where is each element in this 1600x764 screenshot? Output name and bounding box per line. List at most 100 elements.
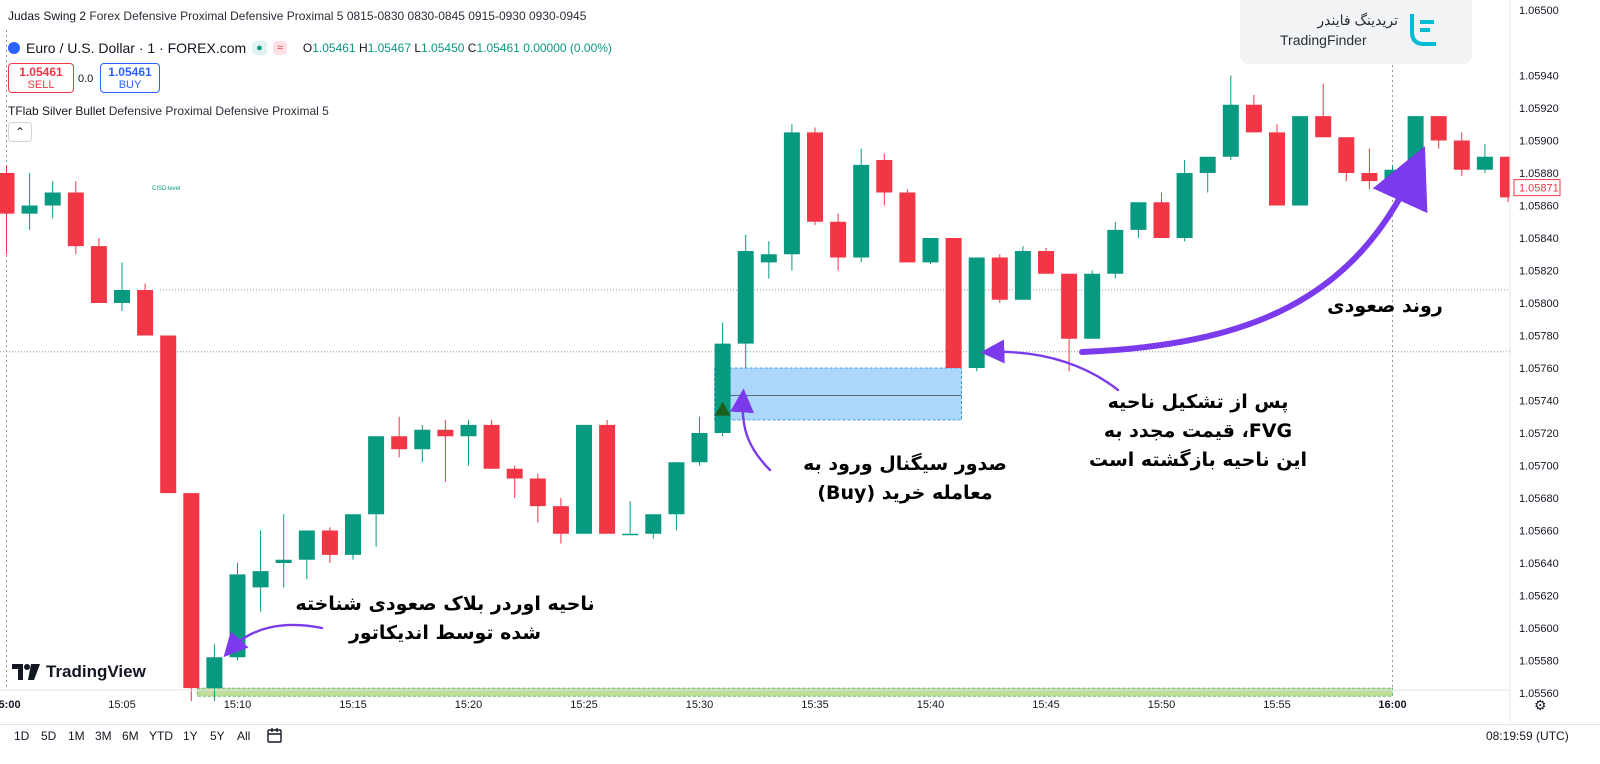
arrow-fvg [980, 339, 1120, 392]
symbol-line: Euro / U.S. Dollar · 1 · FOREX.com ● ≈ O… [8, 40, 612, 56]
candle-body-50 [1153, 202, 1170, 238]
candle-62 [1430, 116, 1447, 149]
arrow-signal [730, 388, 772, 472]
candle-body-14 [321, 530, 338, 555]
logo-en-text: TradingFinder [1280, 32, 1367, 48]
logo-fa-text: تریدینگ فایندر [1317, 12, 1398, 28]
range-button-1m[interactable]: 1M [68, 729, 85, 743]
range-button-5d[interactable]: 5D [41, 729, 57, 743]
candle-body-42 [968, 257, 985, 368]
candle-46 [1061, 273, 1078, 372]
gear-icon[interactable]: ⚙ [1534, 697, 1547, 713]
candle-28 [645, 514, 662, 539]
candle-body-17 [391, 436, 408, 450]
price-tick-8: 1.05720 [1519, 428, 1559, 440]
candle-body-31 [714, 343, 731, 433]
candle-23 [529, 473, 546, 523]
time-tick-3: 15:15 [339, 699, 367, 711]
candle-11 [252, 530, 269, 612]
price-tick-6: 1.05680 [1519, 493, 1559, 505]
candle-25 [576, 424, 592, 534]
candle-2 [44, 181, 61, 219]
wave-icon[interactable]: ≈ [272, 41, 287, 55]
candle-54 [1245, 95, 1262, 133]
range-button-ytd[interactable]: YTD [149, 729, 173, 743]
candle-33 [760, 241, 777, 279]
price-tick-15: 1.05860 [1519, 201, 1559, 213]
chart-grid [0, 30, 1510, 690]
candle-58 [1338, 137, 1355, 182]
candle-body-30 [691, 433, 708, 463]
candle-body-16 [368, 436, 385, 515]
symbol-title[interactable]: Euro / U.S. Dollar · 1 · FOREX.com [26, 40, 247, 56]
candle-body-26 [599, 424, 616, 534]
market-open-icon[interactable]: ● [252, 41, 267, 55]
candle-body-7 [160, 335, 177, 494]
range-button-all[interactable]: All [237, 729, 251, 743]
candle-body-11 [252, 571, 269, 588]
candle-body-60 [1384, 169, 1401, 182]
price-tick-9: 1.05740 [1519, 396, 1559, 408]
candle-body-9 [206, 657, 223, 689]
cisd-label: CISD level [152, 186, 181, 192]
candle-body-23 [529, 478, 546, 507]
candle-38 [876, 153, 893, 206]
buy-button[interactable]: 1.05461 BUY [100, 63, 160, 93]
price-axis-bg [1510, 0, 1600, 722]
candle-body-46 [1061, 273, 1078, 339]
price-tick-5: 1.05660 [1519, 526, 1559, 538]
tradingfinder-logo: تریدینگ فایندر TradingFinder [1240, 0, 1472, 64]
candle-1 [21, 173, 38, 230]
candle-31 [714, 322, 731, 437]
tradingview-logo[interactable]: TradingView [12, 662, 146, 682]
candle-19 [437, 420, 454, 482]
candle-57 [1315, 83, 1332, 138]
price-tick-7: 1.05700 [1519, 461, 1559, 473]
candle-63 [1453, 132, 1470, 177]
candle-7 [160, 335, 177, 494]
candle-48 [1107, 221, 1124, 279]
candle-26 [599, 420, 616, 534]
candle-body-35 [807, 132, 823, 222]
candle-body-57 [1315, 116, 1332, 138]
candle-body-28 [645, 514, 662, 534]
range-button-1y[interactable]: 1Y [183, 729, 198, 743]
candle-47 [1084, 270, 1101, 339]
candle-body-20 [460, 424, 477, 437]
sell-button[interactable]: 1.05461 SELL [8, 63, 74, 93]
utc-clock[interactable]: 08:19:59 (UTC) [1486, 729, 1569, 743]
chevron-up-icon[interactable]: ⌃ [8, 122, 32, 142]
candle-29 [668, 462, 685, 531]
candle-body-19 [437, 429, 454, 437]
current-price-label: 1.05871 [1519, 183, 1559, 195]
price-tick-14: 1.05840 [1519, 233, 1559, 245]
indicator-name[interactable]: TFlab Silver Bullet [8, 104, 106, 118]
candle-body-39 [899, 192, 916, 263]
candle-body-63 [1453, 140, 1470, 170]
candle-body-32 [737, 251, 754, 344]
candle-41 [945, 238, 962, 368]
candle-37 [853, 148, 870, 263]
candle-50 [1153, 192, 1170, 238]
range-button-6m[interactable]: 6M [122, 729, 139, 743]
candle-42 [968, 257, 985, 372]
candle-51 [1176, 160, 1193, 242]
annotation-signal: صدور سیگنال ورود به معامله خرید (Buy) [803, 453, 1007, 504]
price-tick-3: 1.05620 [1519, 591, 1559, 603]
calendar-icon[interactable] [266, 726, 284, 744]
candle-body-34 [783, 132, 800, 255]
spread-value: 0.0 [78, 73, 94, 85]
candle-body-0 [0, 173, 15, 214]
currency-flag-icon [8, 42, 20, 54]
candle-body-33 [760, 254, 777, 263]
candle-22 [506, 465, 523, 498]
range-button-3m[interactable]: 3M [95, 729, 112, 743]
candle-20 [460, 420, 477, 466]
range-button-5y[interactable]: 5Y [210, 729, 225, 743]
candle-body-53 [1222, 104, 1239, 157]
time-tick-7: 15:35 [801, 699, 829, 711]
range-button-1d[interactable]: 1D [14, 729, 30, 743]
price-tick-4: 1.05640 [1519, 558, 1559, 570]
indicator-line: TFlab Silver Bullet Defensive Proximal D… [8, 104, 329, 118]
